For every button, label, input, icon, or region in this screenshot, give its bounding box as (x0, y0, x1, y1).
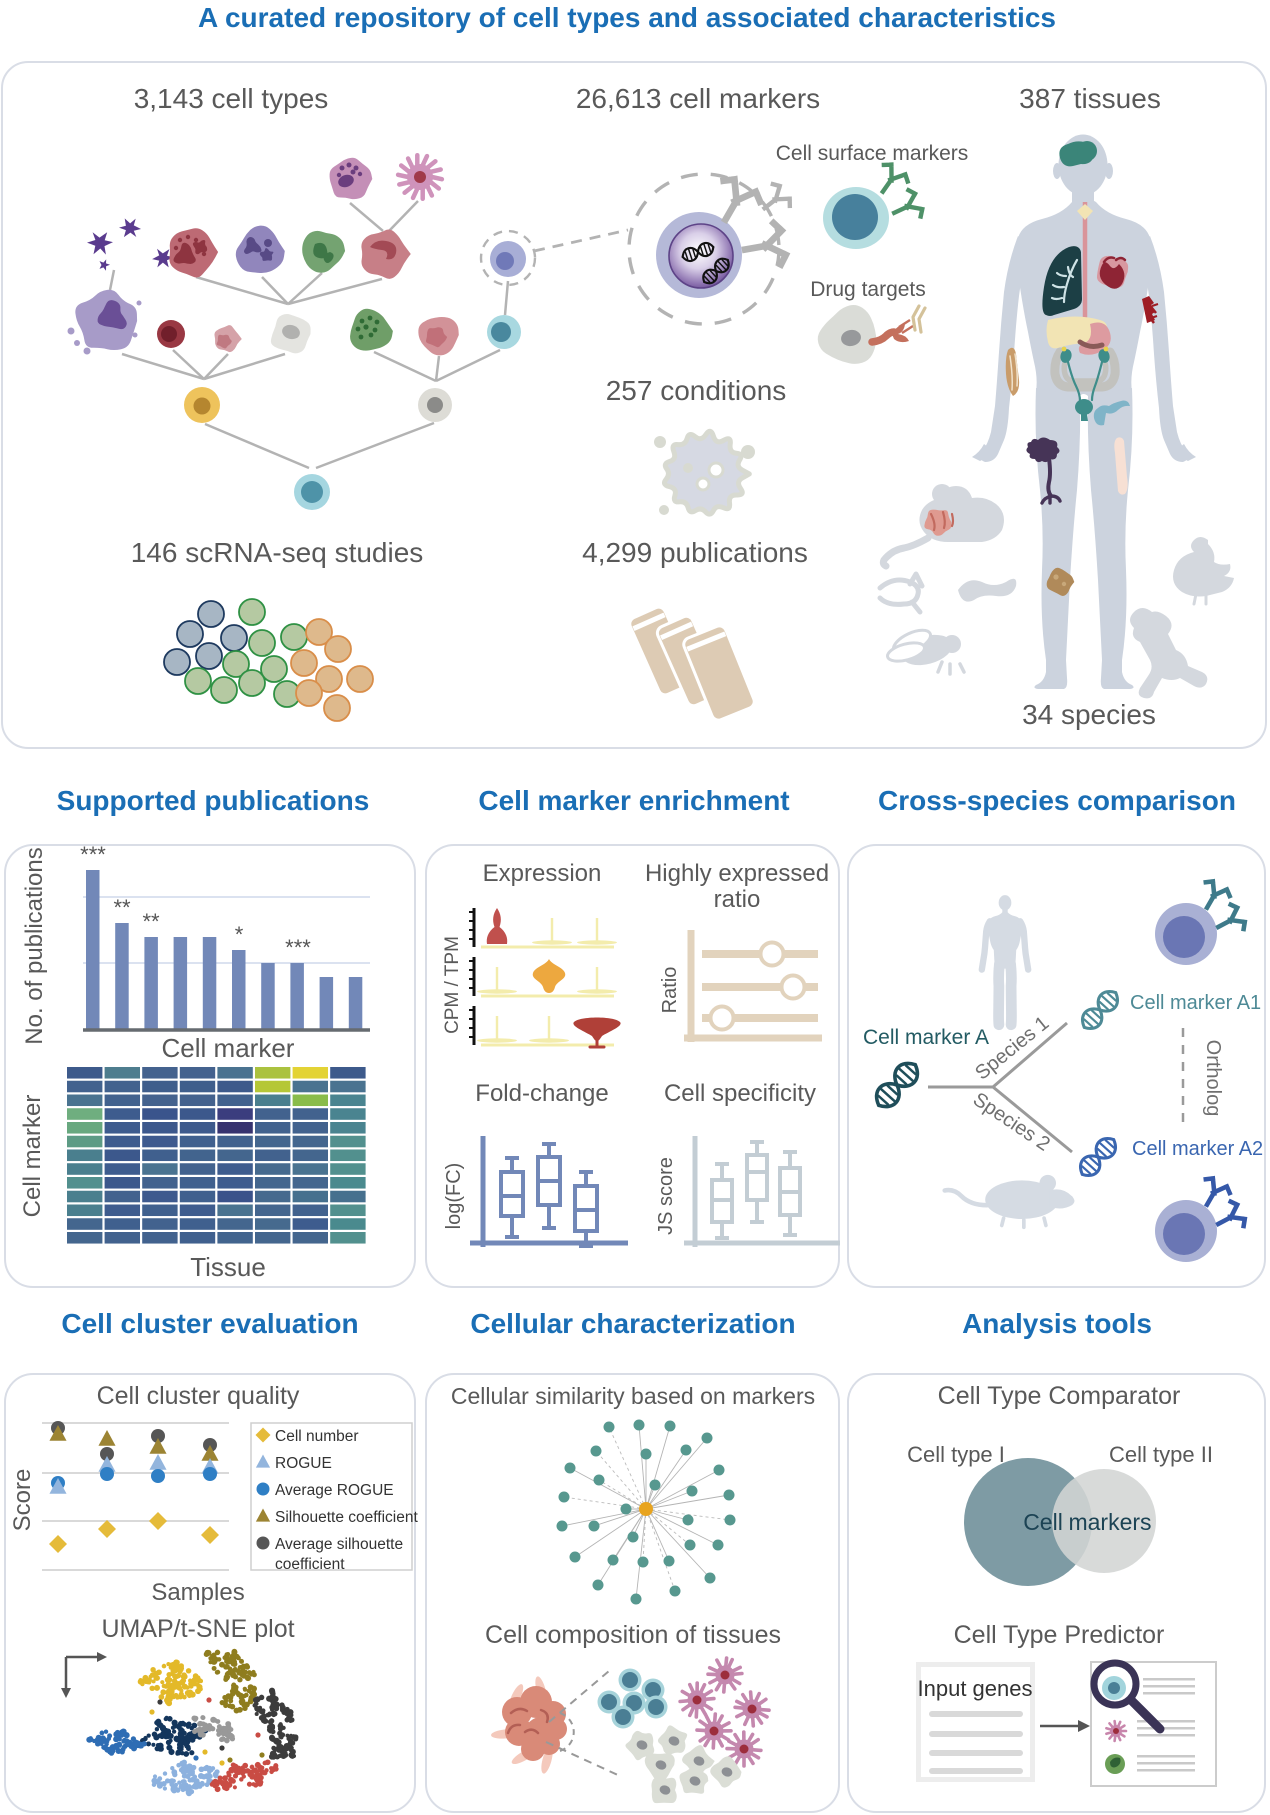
svg-text:log(FC): log(FC) (443, 1163, 465, 1230)
svg-text:ratio: ratio (714, 886, 761, 913)
svg-text:**: ** (142, 909, 160, 934)
svg-text:146 scRNA-seq studies: 146 scRNA-seq studies (131, 537, 424, 568)
svg-text:3,143 cell types: 3,143 cell types (134, 83, 329, 114)
svg-text:UMAP/t-SNE plot: UMAP/t-SNE plot (101, 1615, 294, 1643)
svg-text:Cell marker enrichment: Cell marker enrichment (478, 785, 789, 816)
svg-text:Silhouette coefficient: Silhouette coefficient (275, 1509, 418, 1526)
svg-text:*: * (235, 922, 244, 947)
svg-text:Cell marker: Cell marker (19, 1095, 46, 1218)
svg-text:Supported publications: Supported publications (57, 785, 370, 816)
svg-text:387 tissues: 387 tissues (1019, 83, 1161, 114)
svg-text:Cell: Cell (1023, 1509, 1063, 1535)
svg-text:257 conditions: 257 conditions (606, 375, 787, 406)
svg-text:Cell composition of tissues: Cell composition of tissues (485, 1621, 781, 1649)
svg-text:Average ROGUE: Average ROGUE (275, 1482, 394, 1499)
svg-text:Ortholog: Ortholog (1202, 1040, 1224, 1117)
svg-text:Highly expressed: Highly expressed (645, 860, 829, 887)
svg-text:Cell marker A: Cell marker A (863, 1026, 989, 1049)
svg-text:Cell surface markers: Cell surface markers (776, 142, 969, 165)
svg-text:Cellular characterization: Cellular characterization (470, 1308, 795, 1339)
svg-text:Cellular similarity based on m: Cellular similarity based on markers (451, 1383, 815, 1409)
svg-text:Expression: Expression (483, 860, 602, 887)
svg-text:Cell type I: Cell type I (907, 1442, 1005, 1467)
svg-text:Cell marker A2: Cell marker A2 (1132, 1138, 1263, 1160)
svg-text:Cell marker A1: Cell marker A1 (1130, 992, 1261, 1014)
svg-text:Cell Type Predictor: Cell Type Predictor (954, 1621, 1165, 1649)
svg-text:Tissue: Tissue (190, 1252, 266, 1282)
svg-text:coefficient: coefficient (275, 1556, 345, 1573)
svg-text:ROGUE: ROGUE (275, 1455, 332, 1472)
svg-text:Samples: Samples (151, 1579, 244, 1606)
svg-text:Drug targets: Drug targets (810, 278, 926, 301)
svg-text:Score: Score (9, 1469, 36, 1532)
svg-text:34 species: 34 species (1022, 699, 1156, 730)
svg-text:Cell number: Cell number (275, 1428, 359, 1445)
svg-text:Cell cluster quality: Cell cluster quality (97, 1382, 300, 1410)
svg-text:Fold-change: Fold-change (475, 1080, 608, 1107)
svg-text:A curated repository of cell t: A curated repository of cell types and a… (198, 2, 1056, 33)
svg-text:Average silhouette: Average silhouette (275, 1536, 403, 1553)
svg-text:Cross-species comparison: Cross-species comparison (878, 785, 1236, 816)
svg-text:Cell cluster evaluation: Cell cluster evaluation (61, 1308, 358, 1339)
svg-text:Cell type II: Cell type II (1109, 1442, 1213, 1467)
svg-text:Cell marker: Cell marker (162, 1033, 295, 1063)
svg-text:JS score: JS score (655, 1157, 677, 1235)
svg-text:***: *** (80, 842, 106, 867)
svg-text:26,613 cell markers: 26,613 cell markers (576, 83, 820, 114)
svg-text:***: *** (285, 935, 311, 960)
svg-text:Analysis tools: Analysis tools (962, 1308, 1152, 1339)
svg-text:Cell Type Comparator: Cell Type Comparator (938, 1382, 1181, 1410)
svg-text:4,299 publications: 4,299 publications (582, 537, 808, 568)
svg-text:**: ** (113, 895, 131, 920)
svg-text:Ratio: Ratio (659, 967, 681, 1014)
svg-text:markers: markers (1068, 1509, 1151, 1535)
svg-text:CPM / TPM: CPM / TPM (442, 936, 463, 1034)
svg-text:Input genes: Input genes (918, 1676, 1033, 1701)
svg-text:No. of publications: No. of publications (21, 847, 48, 1044)
svg-text:Cell specificity: Cell specificity (664, 1080, 816, 1107)
